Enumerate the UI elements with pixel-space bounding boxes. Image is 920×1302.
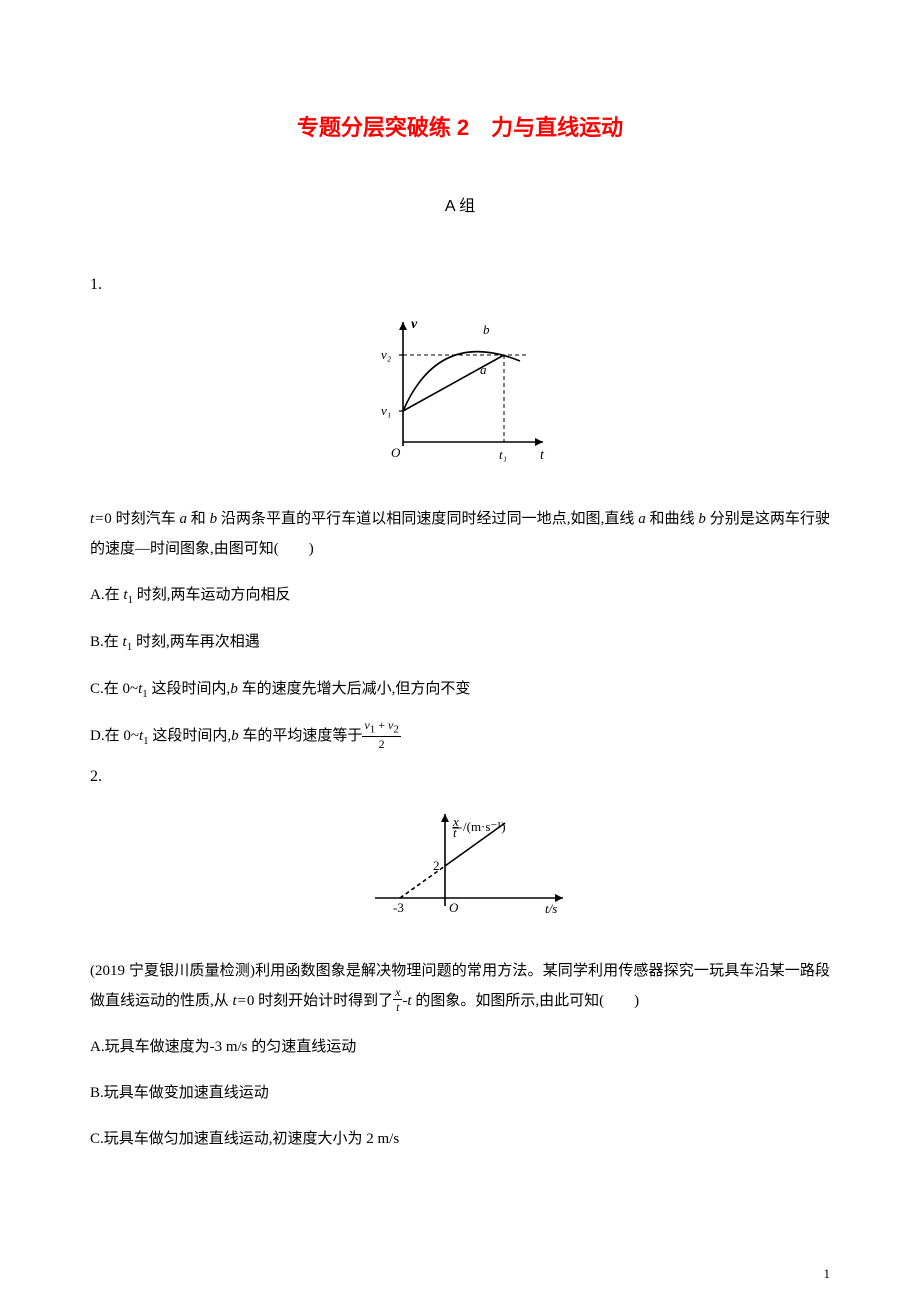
y-tick-2: 2 [433,858,440,873]
stem-text: t= [90,511,104,527]
stem-text: 0 时刻开始计时得到了 [247,993,393,1009]
stem-text: 和 [187,511,210,527]
y-axis-arrow [399,322,407,330]
frac-den: t [393,1000,402,1013]
origin-label: O [391,445,401,460]
opt-text: 车的速度先增大后减小,但方向不变 [238,681,471,697]
frac-den: 2 [362,737,400,750]
q2-option-b: B.玩具车做变加速直线运动 [90,1078,830,1108]
y-axis-label: v [411,317,418,332]
stem-text: 的图象。如图所示,由此可知( ) [412,993,640,1009]
fraction: xt [393,986,402,1013]
x-axis-label: t/s [545,901,557,916]
q1-figure: t v O v₁ v₂ t₁ a b [90,314,830,474]
stem-text: b [698,511,706,527]
q1-stem: t=0 时刻汽车 a 和 b 沿两条平直的平行车道以相同速度同时经过同一地点,如… [90,504,830,564]
q2-option-a: A.玩具车做速度为-3 m/s 的匀速直线运动 [90,1032,830,1062]
x-tick-neg3: -3 [393,900,404,915]
stem-text: t= [233,993,247,1009]
stem-text: 沿两条平直的平行车道以相同速度同时经过同一地点,如图,直线 [217,511,638,527]
opt-text: b [230,681,238,697]
q1-option-c: C.在 0~t1 这段时间内,b 车的速度先增大后减小,但方向不变 [90,674,830,705]
stem-text: a [180,511,188,527]
stem-text: a [638,511,646,527]
stem-text: 和曲线 [646,511,699,527]
group-label: A 组 [90,192,830,216]
opt-text: C.在 0~ [90,681,138,697]
q2-option-c: C.玩具车做匀加速直线运动,初速度大小为 2 m/s [90,1124,830,1154]
origin-label: O [449,900,459,915]
fraction: v1 + v22 [362,719,400,750]
opt-text: 车的平均速度等于 [239,728,363,744]
x-tick-t1: t₁ [499,447,507,462]
x-axis-arrow [535,438,543,446]
y-axis-arrow [441,814,449,822]
q1-graph-svg: t v O v₁ v₂ t₁ a b [365,314,555,469]
opt-text: 时刻,两车再次相遇 [132,634,260,650]
stem-text: b [210,511,218,527]
page-number: 1 [824,1266,831,1282]
q1-option-d: D.在 0~t1 这段时间内,b 车的平均速度等于v1 + v22 [90,721,830,752]
frac-num: + [375,718,388,732]
opt-text: 这段时间内, [148,681,231,697]
y-tick-v1: v₁ [381,403,391,418]
q1-option-b: B.在 t1 时刻,两车再次相遇 [90,627,830,658]
label-a: a [480,362,487,377]
page-title: 专题分层突破练 2 力与直线运动 [90,110,830,142]
opt-text: A.在 [90,587,123,603]
q1-option-a: A.在 t1 时刻,两车运动方向相反 [90,580,830,611]
label-b: b [483,322,490,337]
frac-num: x [393,986,402,1000]
opt-text: b [231,728,239,744]
q2-graph-svg: x t /(m·s⁻¹) t/s O -3 2 [345,806,575,921]
y-axis-label-den: t [453,825,457,840]
q2-number: 2. [90,768,830,786]
q1-number: 1. [90,276,830,294]
y-tick-v2: v₂ [381,347,392,362]
stem-text: 0 时刻汽车 [104,511,179,527]
opt-text: 时刻,两车运动方向相反 [133,587,291,603]
frac-num: 2 [393,723,399,735]
x-axis-label: t [540,448,545,463]
opt-text: B.在 [90,634,123,650]
q2-stem: (2019 宁夏银川质量检测)利用函数图象是解决物理问题的常用方法。某同学利用传… [90,956,830,1016]
opt-text: D.在 0~ [90,728,139,744]
q2-figure: x t /(m·s⁻¹) t/s O -3 2 [90,806,830,926]
opt-text: 这段时间内, [149,728,232,744]
